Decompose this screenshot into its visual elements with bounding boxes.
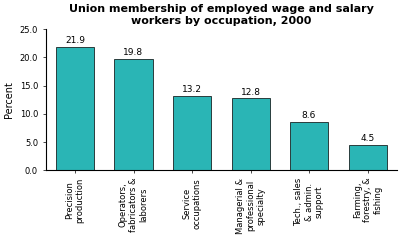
Text: 19.8: 19.8 — [124, 48, 144, 57]
Text: 13.2: 13.2 — [182, 85, 202, 94]
Bar — [231, 98, 269, 170]
Text: 4.5: 4.5 — [360, 134, 375, 144]
Bar — [115, 59, 152, 170]
Bar — [173, 96, 211, 170]
Text: 8.6: 8.6 — [302, 111, 316, 120]
Text: 21.9: 21.9 — [65, 36, 85, 45]
Bar — [56, 47, 94, 170]
Bar — [290, 122, 328, 170]
Title: Union membership of employed wage and salary
workers by occupation, 2000: Union membership of employed wage and sa… — [69, 4, 374, 26]
Text: 12.8: 12.8 — [241, 88, 261, 97]
Y-axis label: Percent: Percent — [4, 81, 14, 118]
Bar — [348, 145, 387, 170]
